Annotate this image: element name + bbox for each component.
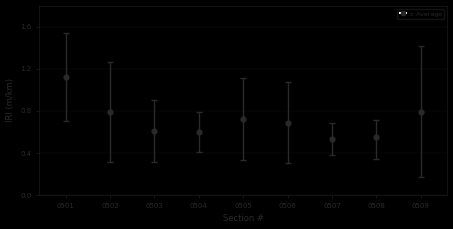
Point bbox=[284, 121, 291, 124]
Point bbox=[106, 110, 114, 114]
Y-axis label: IRI (m/km): IRI (m/km) bbox=[5, 78, 14, 123]
Point bbox=[373, 136, 380, 139]
Point bbox=[240, 117, 247, 121]
Point bbox=[195, 130, 202, 134]
Point bbox=[417, 110, 424, 114]
Point bbox=[151, 129, 158, 133]
Point bbox=[62, 75, 69, 79]
X-axis label: Section #: Section # bbox=[223, 214, 264, 224]
Legend: ± Average: ± Average bbox=[397, 9, 444, 19]
Point bbox=[328, 138, 336, 141]
